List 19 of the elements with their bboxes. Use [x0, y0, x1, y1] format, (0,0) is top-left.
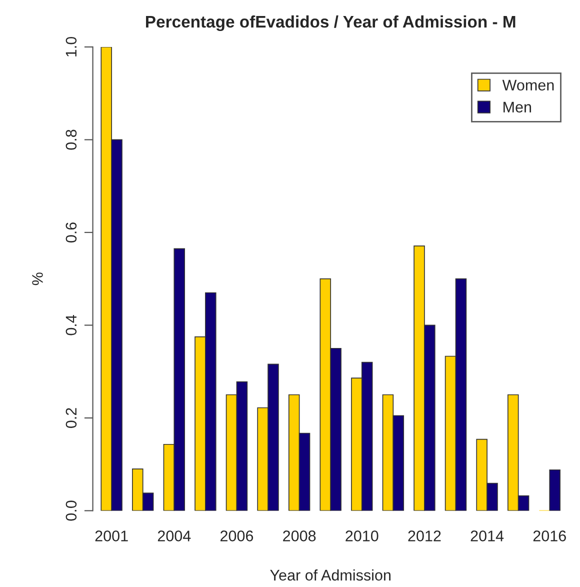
y-tick-label: 0.4 — [66, 315, 77, 336]
x-axis-title: Year of Admission — [270, 569, 390, 581]
y-tick-label: 0.6 — [66, 222, 77, 242]
legend-label: Women — [502, 80, 554, 91]
x-tick-label: 2008 — [283, 530, 316, 542]
x-tick-label: 2016 — [533, 530, 566, 542]
x-tick-label: 2014 — [470, 530, 504, 542]
x-tick-label: 2012 — [408, 530, 441, 542]
x-tick-label: 2010 — [346, 530, 378, 542]
x-tick-label: 2006 — [220, 530, 254, 542]
legend-label: Men — [504, 102, 532, 113]
y-tick-label: 1.0 — [66, 36, 77, 56]
y-axis-title: % — [32, 272, 43, 286]
y-tick-label: 0.0 — [66, 500, 77, 521]
y-tick-label: 0.2 — [66, 408, 77, 428]
chart-title: Percentage ofEvadidos / Year of Admission - M — [146, 15, 516, 32]
x-tick-label: 2001 — [95, 530, 128, 542]
x-tick-label: 2004 — [158, 530, 191, 542]
y-tick-label: 0.8 — [66, 130, 77, 150]
